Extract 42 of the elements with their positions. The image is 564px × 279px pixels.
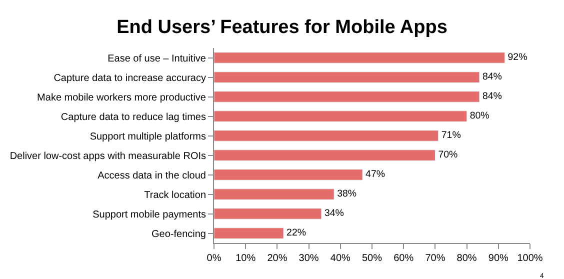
data-label: 92% <box>508 52 528 64</box>
bar <box>214 150 436 161</box>
y-tick-label: Geo-fencing <box>152 228 206 240</box>
x-tick-label: 90% <box>488 253 509 264</box>
x-tick-label: 60% <box>394 253 414 264</box>
bar <box>214 52 505 64</box>
data-label: 71% <box>441 130 462 142</box>
x-tick-label: 10% <box>236 253 256 264</box>
y-tick-label: Capture data to increase accuracy <box>54 72 206 84</box>
y-tick-label: Deliver low-cost apps with measurable ROIs <box>10 150 206 162</box>
data-label: 84% <box>482 72 502 83</box>
bar <box>214 110 468 122</box>
bar <box>214 91 480 102</box>
bar <box>214 188 334 200</box>
bar <box>214 208 322 220</box>
x-tick-label: 40% <box>330 253 351 264</box>
x-tick-label: 50% <box>362 253 382 264</box>
x-tick-label: 20% <box>267 253 288 264</box>
data-label: 80% <box>470 110 490 122</box>
y-tick-label: Access data in the cloud <box>98 170 206 182</box>
y-tick-label: Capture data to reduce lag times <box>60 112 206 123</box>
bar <box>214 169 363 180</box>
data-label: 22% <box>286 228 306 239</box>
data-label: 70% <box>438 150 458 161</box>
data-label: 38% <box>337 188 357 200</box>
data-label: 47% <box>366 169 386 180</box>
x-tick-label: 80% <box>456 253 477 264</box>
chart-title: End Users’ Features for Mobile Apps <box>116 16 448 38</box>
bar <box>214 130 439 142</box>
y-tick-label: Ease of use – Intuitive <box>108 53 206 64</box>
x-tick-label: 30% <box>298 253 319 264</box>
x-tick-label: 0% <box>206 253 222 264</box>
x-tick-label: 70% <box>425 253 446 264</box>
y-tick-label: Make mobile workers more productive <box>37 92 206 104</box>
y-tick-label: Support mobile payments <box>92 209 206 220</box>
y-tick-label: Track location <box>144 190 206 201</box>
bar <box>214 72 480 83</box>
y-tick-label: Support multiple platforms <box>90 131 206 142</box>
x-tick-label: 100% <box>517 253 543 264</box>
bar <box>214 228 284 239</box>
data-label: 84% <box>482 91 502 102</box>
data-label: 34% <box>324 208 344 220</box>
